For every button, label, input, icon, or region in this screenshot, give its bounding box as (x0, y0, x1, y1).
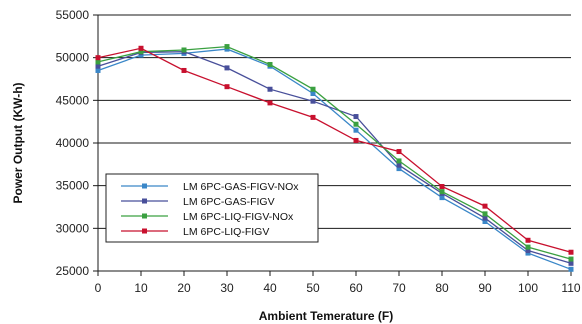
legend-label: LM 6PC-GAS-FIGV (183, 196, 275, 208)
data-point (353, 121, 359, 127)
y-axis-title: Power Output (KW-h) (11, 82, 25, 203)
legend-entry: LM 6PC-LIQ-FIGV-NOx (121, 211, 294, 223)
data-point (568, 266, 574, 272)
data-point (482, 211, 488, 217)
data-point (267, 100, 273, 106)
data-point (439, 184, 445, 190)
data-point (396, 149, 402, 155)
data-point (224, 65, 230, 71)
data-point (224, 44, 230, 50)
legend-swatch-marker (142, 213, 147, 219)
series-line (97, 51, 572, 264)
data-point (525, 244, 531, 250)
data-point (439, 195, 445, 201)
series-line (97, 47, 572, 253)
x-tick-label: 40 (263, 281, 277, 295)
x-tick-label: 80 (435, 281, 449, 295)
series-4 (95, 45, 574, 255)
data-point (95, 55, 101, 61)
data-point (353, 127, 359, 133)
data-point (568, 256, 574, 262)
y-tick-label: 25000 (56, 264, 90, 278)
y-tick-label: 50000 (56, 51, 90, 65)
x-tick-label: 110 (561, 281, 580, 295)
data-point (267, 61, 273, 67)
legend-label: LM 6PC-GAS-FIGV-NOx (183, 181, 299, 193)
legend: LM 6PC-GAS-FIGV-NOx LM 6PC-GAS-FIGV LM 6PC… (105, 173, 319, 243)
legend-label: LM 6PC-LIQ-FIGV (183, 226, 269, 238)
data-point (181, 67, 187, 73)
data-point (310, 114, 316, 120)
series-3 (95, 44, 574, 262)
data-point (396, 166, 402, 172)
y-tick-label: 45000 (56, 93, 90, 107)
legend-label: LM 6PC-LIQ-FIGV-NOx (183, 211, 294, 223)
data-point (568, 249, 574, 255)
data-point (525, 237, 531, 243)
data-point (181, 47, 187, 53)
data-point (482, 215, 488, 221)
legend-swatch-marker (142, 198, 147, 204)
y-tick-label: 30000 (56, 221, 90, 235)
series-group (95, 44, 574, 272)
legend-entry: LM 6PC-LIQ-FIGV (121, 226, 269, 238)
x-tick-label: 10 (134, 281, 148, 295)
y-tick-label: 55000 (56, 8, 90, 22)
data-point (224, 46, 230, 52)
x-tick-label: 70 (392, 281, 406, 295)
series-line (97, 45, 572, 260)
data-point (224, 84, 230, 90)
data-point (138, 45, 144, 51)
data-point (482, 219, 488, 225)
y-axis-ticks: 25000 30000 35000 40000 45000 50000 55000 (56, 8, 98, 278)
data-point (310, 86, 316, 92)
data-point (138, 52, 144, 58)
data-point (353, 114, 359, 120)
x-tick-label: 30 (220, 281, 234, 295)
legend-entry: LM 6PC-GAS-FIGV (121, 196, 275, 208)
legend-swatch-marker (142, 228, 147, 234)
data-point (482, 203, 488, 209)
data-point (138, 49, 144, 55)
data-point (568, 260, 574, 266)
data-point (310, 98, 316, 104)
x-axis-ticks: 0 10 20 30 40 50 60 70 80 90 100 110 (95, 271, 581, 295)
data-point (95, 59, 101, 65)
x-tick-label: 20 (177, 281, 191, 295)
x-tick-label: 0 (95, 281, 102, 295)
data-point (353, 137, 359, 143)
x-tick-label: 50 (306, 281, 320, 295)
series-line (97, 48, 572, 270)
legend-swatch-marker (142, 183, 147, 189)
data-point (95, 63, 101, 69)
data-point (95, 67, 101, 73)
x-tick-label: 100 (518, 281, 538, 295)
x-axis-title: Ambient Temerature (F) (259, 309, 393, 323)
data-point (439, 189, 445, 195)
data-point (396, 158, 402, 164)
data-point (525, 250, 531, 256)
x-tick-label: 60 (349, 281, 363, 295)
y-tick-label: 35000 (56, 179, 90, 193)
data-point (310, 91, 316, 97)
data-point (267, 86, 273, 92)
data-point (525, 248, 531, 254)
data-point (396, 162, 402, 168)
x-tick-label: 90 (478, 281, 492, 295)
y-tick-label: 40000 (56, 136, 90, 150)
legend-entry: LM 6PC-GAS-FIGV-NOx (121, 181, 299, 193)
